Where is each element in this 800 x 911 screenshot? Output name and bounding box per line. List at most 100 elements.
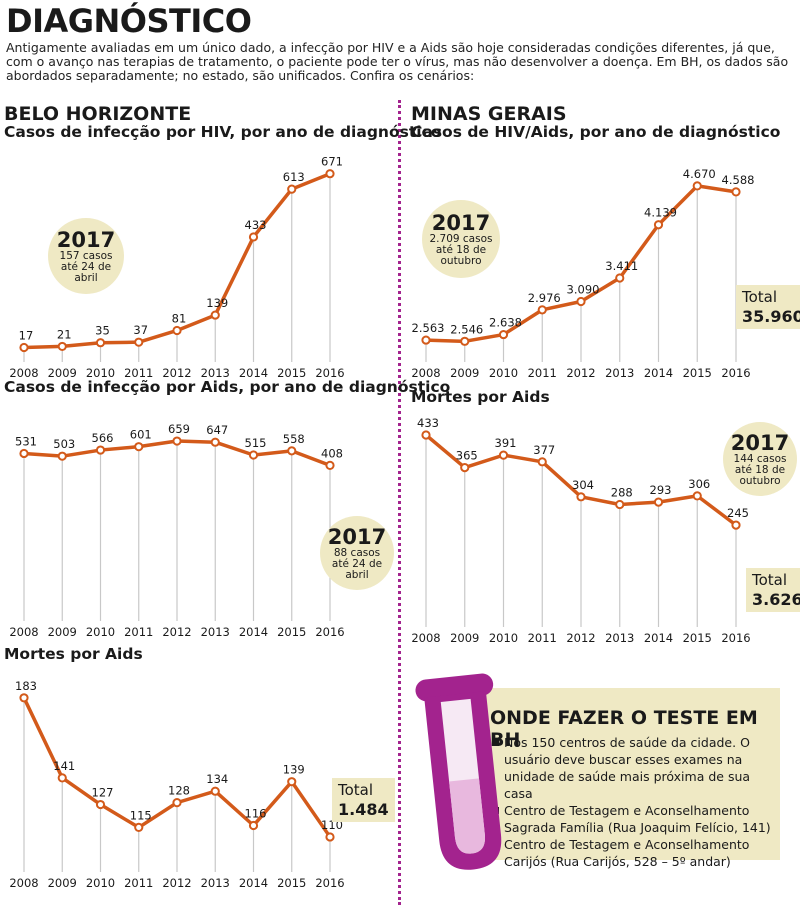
x-tick-label: 2015 — [277, 366, 306, 380]
data-point — [692, 491, 702, 501]
x-tick-label: 2015 — [683, 631, 712, 645]
data-point — [615, 499, 625, 510]
data-label: 2.546 — [450, 322, 483, 336]
data-point — [57, 773, 67, 783]
total-bh-deaths: Total 1.484 — [332, 778, 395, 822]
data-point — [19, 448, 29, 459]
data-point — [210, 310, 220, 320]
annotation-2017-mg-hiv: 2017 2.709 casos até 18 de outubro — [422, 200, 500, 278]
data-point — [692, 181, 702, 191]
data-label: 531 — [15, 434, 37, 448]
x-tick-label: 2013 — [201, 366, 230, 380]
x-tick-label: 2014 — [644, 366, 673, 380]
x-tick-label: 2016 — [315, 366, 344, 380]
x-tick-label: 2009 — [450, 366, 479, 380]
total-label: Total — [338, 781, 374, 799]
data-label: 503 — [53, 437, 75, 451]
data-point — [498, 450, 509, 460]
annotation-year: 2017 — [431, 210, 491, 235]
data-label: 81 — [172, 311, 187, 325]
data-label: 408 — [321, 446, 343, 460]
x-tick-label: 2016 — [315, 625, 344, 639]
data-point — [653, 220, 664, 230]
x-tick-label: 2008 — [411, 631, 440, 645]
data-label: 671 — [321, 155, 343, 169]
x-tick-label: 2016 — [721, 631, 750, 645]
chart-title-mg-deaths: Mortes por Aids — [411, 388, 550, 406]
data-label: 139 — [283, 763, 305, 777]
data-label: 115 — [130, 808, 152, 822]
data-label: 139 — [206, 296, 228, 310]
data-label: 304 — [572, 478, 594, 492]
data-point — [287, 184, 297, 194]
annotation-note-line: até 18 de — [734, 463, 786, 476]
data-label: 4.670 — [683, 167, 716, 181]
data-label: 288 — [611, 485, 633, 499]
list-item: Centro de Testagem e Aconselhamento Sagr… — [492, 802, 778, 836]
data-label: 365 — [456, 449, 478, 463]
chart-title-bh-hiv: Casos de infecção por HIV, por ano de di… — [4, 123, 442, 141]
data-point — [248, 820, 259, 831]
line-chart-bh-hiv: 2008 2009 2010 2011 2012 2013 2014 2015 2016 17 21… — [9, 155, 344, 380]
data-label: 127 — [92, 786, 114, 800]
x-tick-label: 2013 — [605, 631, 634, 645]
x-tick-label: 2013 — [605, 366, 634, 380]
data-point — [172, 798, 182, 808]
data-label: 2.563 — [412, 321, 445, 335]
line-chart-mg-deaths: 2008 2009 2010 2011 2012 2013 2014 2015 2016 433 3… — [411, 416, 750, 645]
data-point — [19, 693, 29, 703]
total-mg-hiv: Total 35.960 — [736, 285, 800, 329]
data-label: 3.411 — [605, 259, 638, 273]
total-value: 1.484 — [338, 800, 389, 819]
chart-title-bh-deaths: Mortes por Aids — [4, 645, 143, 663]
data-label: 613 — [283, 170, 305, 184]
x-tick-label: 2008 — [9, 876, 38, 890]
data-point — [210, 437, 220, 447]
data-label: 647 — [206, 423, 228, 437]
data-point — [95, 445, 106, 455]
x-tick-label: 2011 — [124, 876, 153, 890]
annotation-note-line: abril — [74, 271, 98, 284]
x-tick-label: 2011 — [124, 366, 153, 380]
square-bullet-icon — [492, 739, 499, 746]
data-label: 141 — [53, 759, 75, 773]
x-tick-label: 2009 — [48, 366, 77, 380]
x-tick-label: 2008 — [411, 366, 440, 380]
data-point — [172, 436, 182, 446]
data-point — [210, 786, 220, 796]
data-point — [172, 325, 182, 336]
data-point — [325, 460, 335, 471]
data-point — [460, 462, 470, 473]
line-chart-mg-hiv: 2008 2009 2010 2011 2012 2013 2014 2015 2016 2.56… — [411, 167, 754, 380]
annotation-year: 2017 — [56, 227, 116, 252]
data-label: 558 — [283, 432, 305, 446]
data-point — [19, 342, 29, 353]
data-point — [248, 450, 259, 460]
annotation-note-line: 88 casos — [333, 546, 381, 559]
chart-title-bh-aids: Casos de infecção por Aids, por ano de d… — [4, 378, 451, 396]
x-tick-label: 2011 — [124, 625, 153, 639]
data-label: 183 — [15, 679, 37, 693]
x-tick-label: 2012 — [162, 876, 191, 890]
data-label: 2.976 — [528, 291, 561, 305]
x-tick-label: 2015 — [683, 366, 712, 380]
data-label: 3.090 — [567, 282, 600, 296]
test-locations-list: Nos 150 centros de saúde da cidade. O us… — [492, 734, 778, 870]
x-tick-label: 2016 — [721, 366, 750, 380]
x-tick-label: 2009 — [48, 876, 77, 890]
annotation-note-line: 144 casos — [733, 452, 787, 465]
annotation-note-line: 157 casos — [59, 249, 113, 262]
x-tick-label: 2009 — [48, 625, 77, 639]
annotation-note-line: 2.709 casos — [429, 232, 493, 245]
annotation-note-line: outubro — [739, 474, 781, 487]
x-tick-label: 2013 — [201, 625, 230, 639]
annotation-year: 2017 — [730, 430, 790, 455]
test-locations-box: ONDE FAZER O TESTE EM BH Nos 150 centros… — [478, 688, 780, 869]
line-chart-bh-deaths: 2008 2009 2010 2011 2012 2013 2014 2015 2016 183 1… — [9, 679, 344, 890]
list-item-text: Centro de Testagem e Aconselhamento Sagr… — [504, 803, 771, 835]
data-label: 433 — [245, 218, 267, 232]
data-point — [731, 187, 741, 197]
data-point — [421, 335, 431, 345]
x-tick-label: 2010 — [86, 625, 115, 639]
chart-title-mg-hiv: Casos de HIV/Aids, por ano de diagnóstic… — [411, 123, 781, 141]
